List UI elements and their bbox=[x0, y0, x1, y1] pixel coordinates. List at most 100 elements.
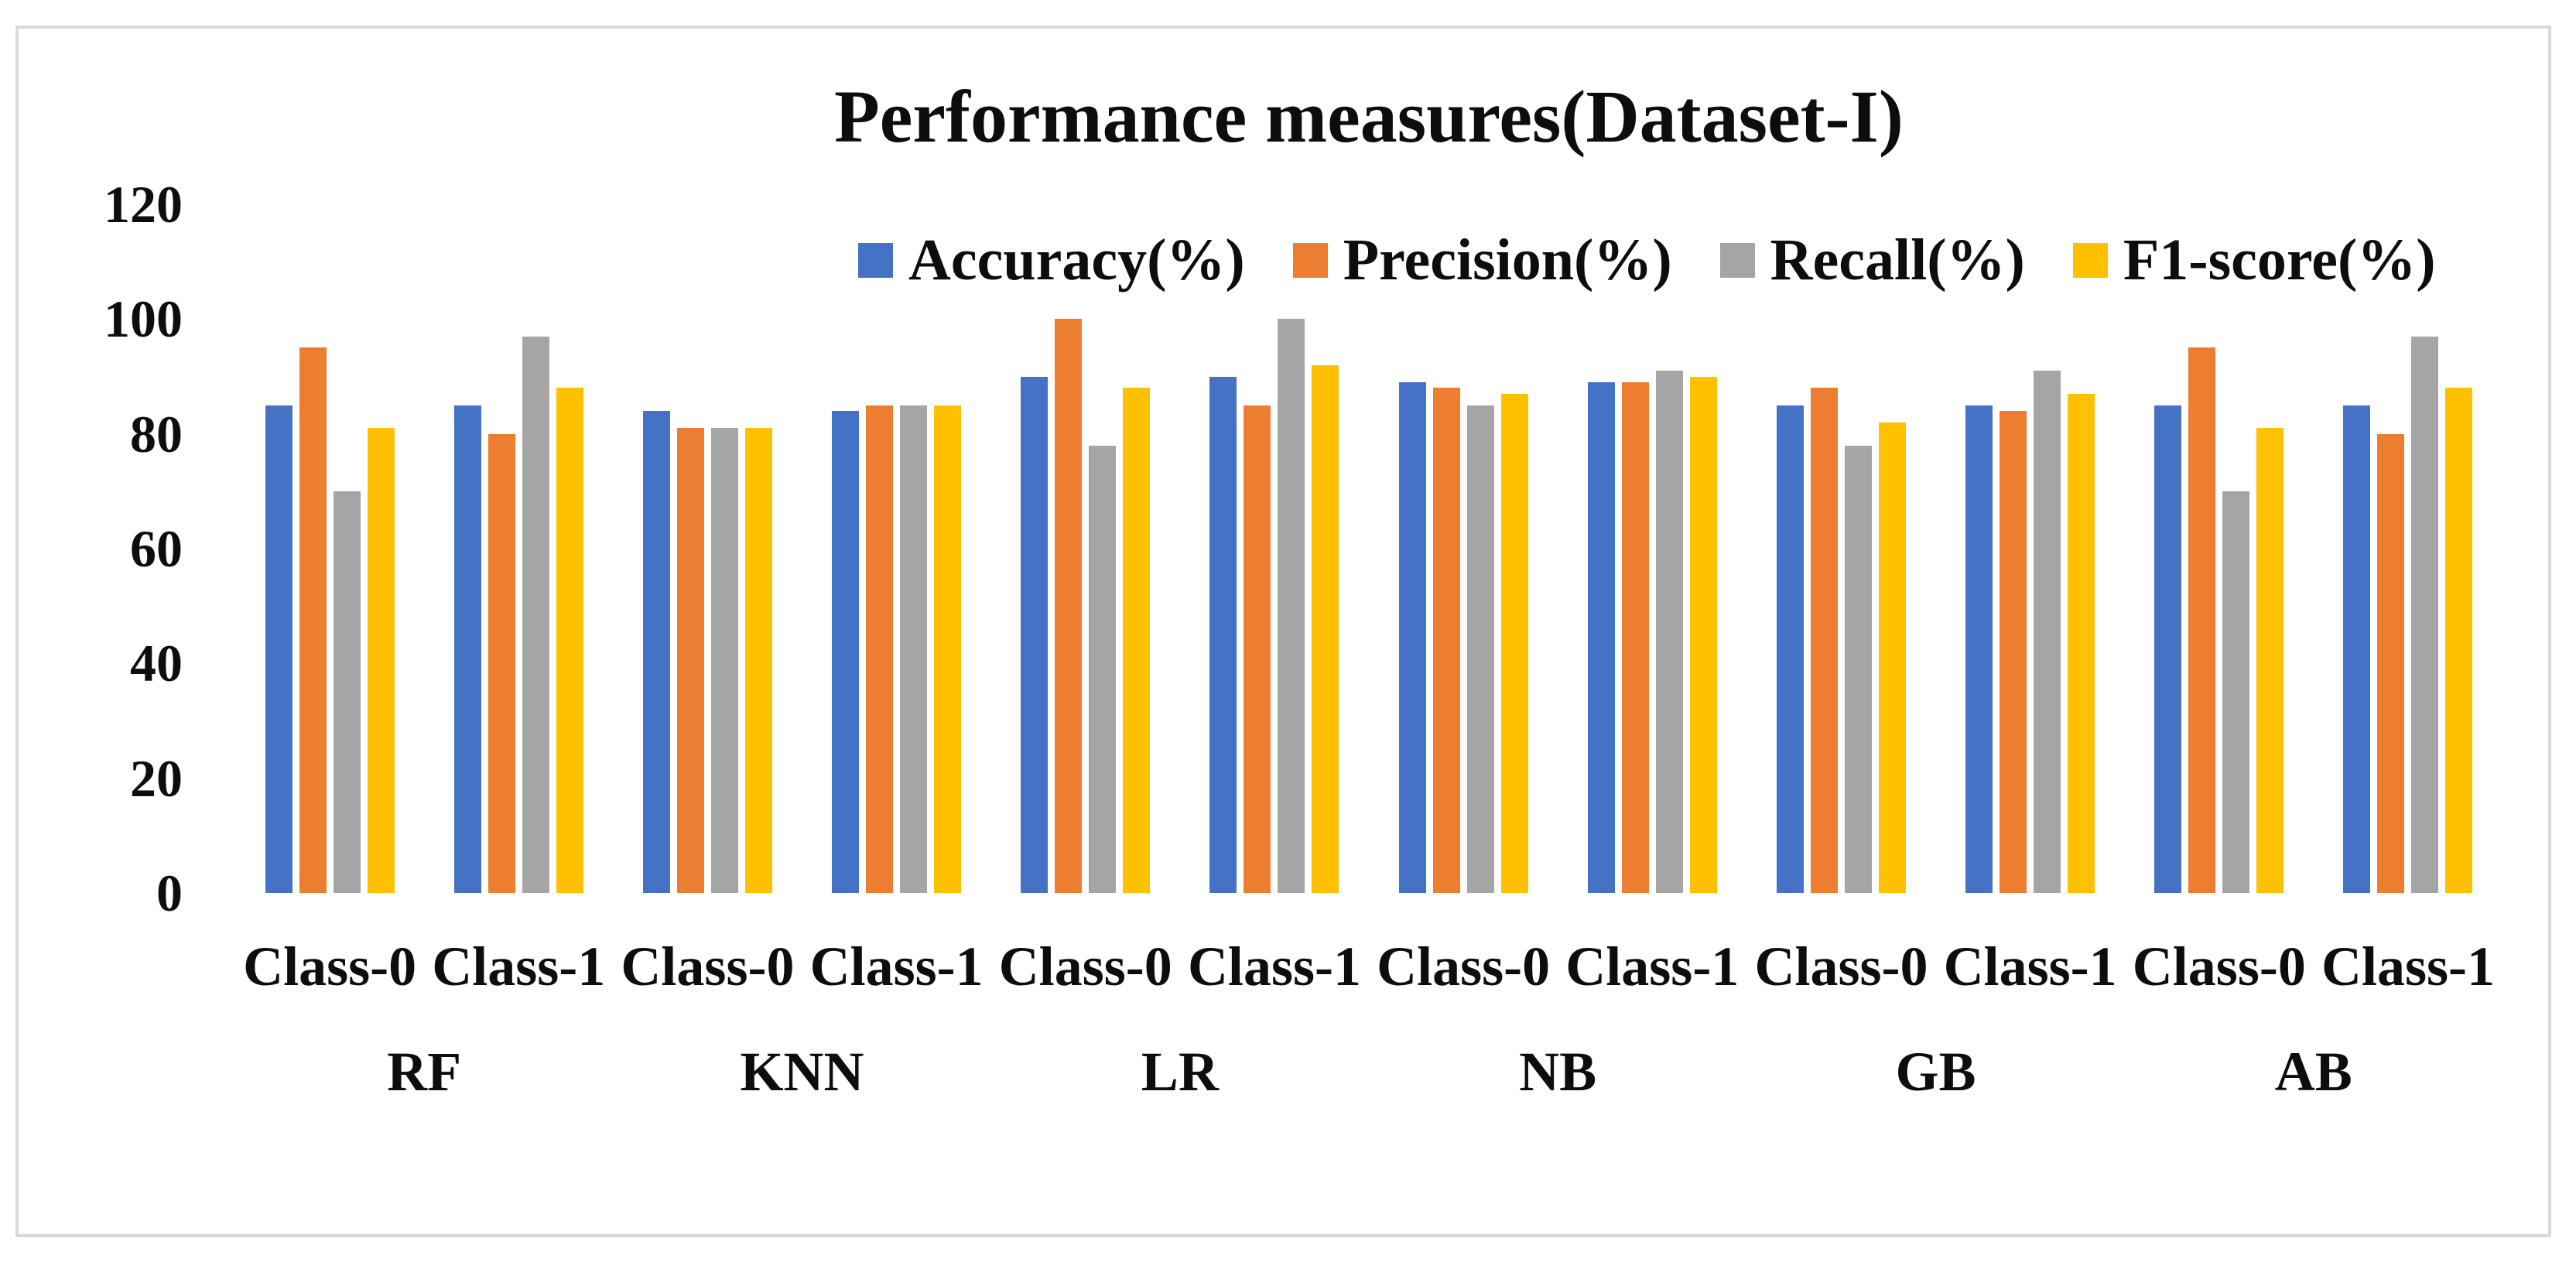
y-tick-label: 40 bbox=[130, 634, 183, 693]
class-tick-label: Class-1 bbox=[1187, 936, 1361, 997]
bar-recall bbox=[900, 405, 928, 893]
bar-accuracy bbox=[832, 411, 860, 893]
bar-group bbox=[832, 204, 962, 893]
bar-group bbox=[642, 204, 772, 893]
bar-f1score bbox=[1312, 364, 1339, 893]
chart-figure: Performance measures(Dataset-I) Accuracy… bbox=[15, 26, 2551, 1237]
legend-label-accuracy: Accuracy(%) bbox=[908, 227, 1245, 292]
bar-recall bbox=[710, 428, 738, 893]
x-axis-algorithm-labels: RF KNN LR NB GB AB bbox=[235, 1041, 2502, 1103]
bar-precision bbox=[487, 433, 515, 893]
bar-f1score bbox=[744, 428, 772, 893]
bar-accuracy bbox=[453, 405, 481, 893]
legend-label-f1score: F1-score(%) bbox=[2123, 227, 2436, 292]
bar-recall bbox=[522, 336, 549, 893]
recall-swatch-icon bbox=[1719, 242, 1755, 278]
plot-area bbox=[235, 204, 2502, 893]
bar-f1score bbox=[367, 428, 395, 893]
bar-recall bbox=[1655, 371, 1683, 893]
legend-label-precision: Precision(%) bbox=[1343, 227, 1672, 292]
bar-f1score bbox=[1878, 422, 1906, 893]
y-tick-label: 120 bbox=[104, 175, 183, 234]
legend-label-recall: Recall(%) bbox=[1770, 227, 2025, 292]
bar-f1score bbox=[1500, 393, 1528, 893]
bar-accuracy bbox=[2343, 405, 2371, 893]
bar-group bbox=[453, 204, 583, 893]
bar-accuracy bbox=[1587, 381, 1615, 893]
class-tick-label: Class-1 bbox=[432, 936, 606, 997]
algorithm-tick-label: RF bbox=[387, 1041, 462, 1103]
algorithm-tick-label: GB bbox=[1895, 1041, 1976, 1103]
bar-precision bbox=[1810, 388, 1838, 893]
bar-group bbox=[1587, 204, 1717, 893]
x-axis-class-labels: Class-0 Class-1 Class-0 Class-1 Class-0 Class… bbox=[235, 936, 2502, 997]
legend: Accuracy(%) Precision(%) Recall(%) F1-sc… bbox=[858, 231, 2436, 289]
bar-accuracy bbox=[1776, 405, 1804, 893]
accuracy-swatch-icon bbox=[858, 242, 893, 278]
bar-precision bbox=[1432, 388, 1460, 893]
bar-f1score bbox=[934, 405, 962, 893]
class-tick-label: Class-0 bbox=[1754, 936, 1928, 997]
bar-group bbox=[1398, 204, 1528, 893]
algorithm-tick-label: KNN bbox=[740, 1041, 864, 1103]
bar-accuracy bbox=[1021, 376, 1049, 893]
bar-accuracy bbox=[1398, 381, 1426, 893]
bar-accuracy bbox=[2154, 405, 2182, 893]
bar-group bbox=[1776, 204, 1906, 893]
algorithm-tick-label: AB bbox=[2274, 1041, 2352, 1103]
bar-accuracy bbox=[1965, 405, 1993, 893]
bar-accuracy bbox=[265, 405, 292, 893]
class-tick-label: Class-0 bbox=[621, 936, 795, 997]
class-tick-label: Class-1 bbox=[1943, 936, 2117, 997]
legend-item-f1score: F1-score(%) bbox=[2072, 227, 2436, 292]
class-tick-label: Class-0 bbox=[998, 936, 1172, 997]
bar-recall bbox=[1278, 319, 1305, 893]
legend-item-recall: Recall(%) bbox=[1719, 227, 2025, 292]
class-tick-label: Class-0 bbox=[243, 936, 417, 997]
bar-precision bbox=[1244, 405, 1271, 893]
bar-group bbox=[265, 204, 395, 893]
bar-precision bbox=[2188, 347, 2216, 893]
bar-accuracy bbox=[1209, 376, 1237, 893]
legend-item-precision: Precision(%) bbox=[1292, 227, 1672, 292]
y-tick-label: 0 bbox=[156, 864, 183, 922]
bar-precision bbox=[866, 405, 894, 893]
bar-group bbox=[1965, 204, 2095, 893]
bar-group bbox=[2343, 204, 2473, 893]
bar-group bbox=[2154, 204, 2284, 893]
bar-precision bbox=[676, 428, 704, 893]
bar-recall bbox=[1089, 445, 1117, 893]
bar-f1score bbox=[2256, 428, 2284, 893]
bar-recall bbox=[2033, 371, 2061, 893]
bar-group bbox=[1209, 204, 1339, 893]
chart-title: Performance measures(Dataset-I) bbox=[834, 75, 1904, 158]
bar-precision bbox=[1999, 411, 2027, 893]
class-tick-label: Class-1 bbox=[809, 936, 984, 997]
bar-recall bbox=[2222, 491, 2250, 893]
legend-item-accuracy: Accuracy(%) bbox=[858, 231, 1245, 289]
bar-f1score bbox=[1689, 376, 1717, 893]
bar-recall bbox=[1466, 405, 1494, 893]
bar-recall bbox=[333, 491, 361, 893]
bar-f1score bbox=[556, 388, 583, 893]
class-tick-label: Class-0 bbox=[2132, 936, 2306, 997]
bar-precision bbox=[1055, 319, 1083, 893]
y-tick-label: 80 bbox=[130, 404, 183, 463]
y-tick-label: 60 bbox=[130, 519, 183, 578]
bar-group bbox=[1021, 204, 1151, 893]
precision-swatch-icon bbox=[1292, 242, 1328, 278]
class-tick-label: Class-1 bbox=[1565, 936, 1740, 997]
class-tick-label: Class-1 bbox=[2321, 936, 2495, 997]
bar-precision bbox=[299, 347, 327, 893]
bar-recall bbox=[2411, 336, 2439, 893]
class-tick-label: Class-0 bbox=[1377, 936, 1551, 997]
bar-f1score bbox=[2445, 388, 2473, 893]
algorithm-tick-label: LR bbox=[1141, 1041, 1219, 1103]
bar-f1score bbox=[2067, 393, 2095, 893]
f1score-swatch-icon bbox=[2072, 242, 2108, 278]
y-tick-label: 100 bbox=[104, 289, 183, 349]
bar-recall bbox=[1844, 445, 1872, 893]
bar-f1score bbox=[1123, 388, 1151, 893]
bar-accuracy bbox=[642, 411, 670, 893]
y-tick-label: 20 bbox=[130, 748, 183, 808]
